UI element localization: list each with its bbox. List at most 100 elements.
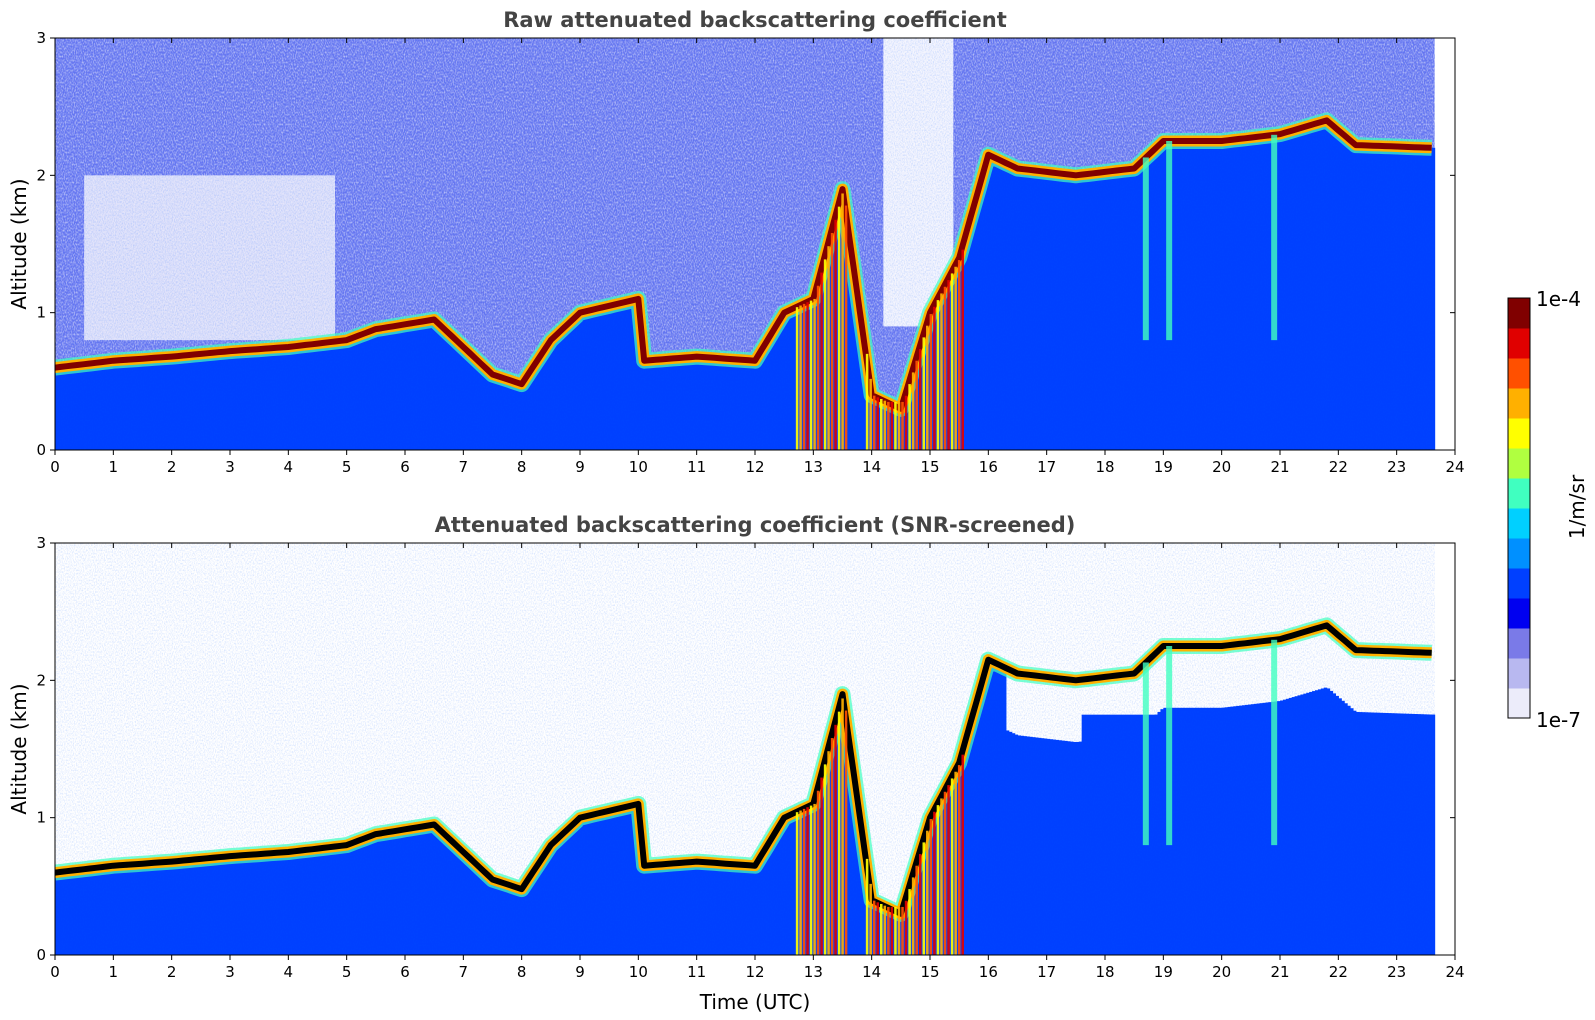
x-tick-label: 20 (1212, 963, 1231, 981)
y-tick-label: 1 (36, 304, 46, 322)
convective-column-cell (876, 902, 879, 955)
x-tick-label: 5 (342, 458, 352, 476)
convective-column-cell (799, 810, 802, 955)
convective-column-cell (950, 273, 954, 450)
convective-column-cell (865, 353, 869, 450)
fall-streak (1142, 662, 1149, 846)
convective-column-cell (827, 751, 830, 955)
convective-column-cell (887, 906, 890, 955)
colorbar-unit-label: 1/m/sr (1565, 474, 1589, 539)
fall-streak (1142, 157, 1149, 341)
x-tick-label: 23 (1387, 963, 1406, 981)
x-tick-label: 24 (1445, 458, 1464, 476)
x-tick-label: 2 (167, 963, 177, 981)
convective-column-cell (936, 805, 940, 955)
convective-column-cell (911, 372, 915, 450)
x-tick-label: 24 (1445, 963, 1464, 981)
convective-column-cell (823, 764, 827, 955)
convective-column-cell (802, 808, 806, 955)
x-tick-label: 12 (745, 963, 764, 981)
y-axis-label-screened: Altitude (km) (7, 683, 31, 814)
x-tick-label: 4 (284, 963, 294, 981)
y-tick-label: 2 (36, 166, 46, 184)
convective-column-cell (940, 798, 943, 955)
colorbar-segment (1508, 448, 1530, 479)
y-tick-label: 2 (36, 671, 46, 689)
x-axis-raw: 0 1 2 3 4 5 6 7 8 9 10 11 12 13 14 15 16 17 18 19 20 21 22 23 24 (50, 38, 1465, 476)
panel-screened-title: Attenuated backscattering coefficient (S… (435, 513, 1076, 537)
convective-column-cell (813, 298, 816, 450)
y-axis-raw: 0 1 2 3 (36, 29, 1455, 459)
x-tick-label: 3 (225, 963, 235, 981)
cloud-layer-core (55, 117, 1432, 412)
x-tick-label: 19 (1154, 963, 1173, 981)
y-tick-label: 3 (36, 534, 46, 552)
x-tick-label: 9 (575, 963, 585, 981)
convective-column-cell (901, 401, 904, 450)
panel-screened: Attenuated backscattering coefficient (S… (7, 513, 1465, 1014)
x-tick-label: 0 (50, 963, 60, 981)
convective-column-cell (957, 260, 961, 450)
x-tick-label: 7 (459, 963, 469, 981)
colorbar-segment (1508, 418, 1530, 449)
convective-column-cell (837, 206, 841, 450)
convective-column-cell (904, 395, 908, 450)
x-tick-label: 2 (167, 458, 177, 476)
x-tick-label: 22 (1329, 458, 1348, 476)
x-tick-label: 13 (804, 458, 823, 476)
convective-column-cell (954, 771, 957, 955)
convective-column-cell (834, 219, 837, 450)
convective-column-cell (876, 397, 879, 450)
convective-column-cell (926, 830, 929, 955)
convective-column-cell (954, 266, 957, 450)
texture-overlay (55, 38, 1435, 450)
texture-overlay (55, 543, 1435, 955)
x-tick-label: 16 (979, 458, 998, 476)
convective-column-cell (890, 401, 894, 450)
x-tick-label: 6 (400, 458, 410, 476)
y-tick-label: 1 (36, 809, 46, 827)
x-axis-label: Time (UTC) (699, 990, 811, 1014)
colorbar-segment (1508, 358, 1530, 389)
convective-column-cell (890, 906, 894, 955)
fall-streak (1166, 646, 1173, 846)
x-tick-label: 13 (804, 963, 823, 981)
convective-column-cell (880, 398, 883, 450)
colorbar: 1e-4 1e-7 1/m/sr (1507, 287, 1589, 732)
x-tick-label: 18 (1095, 458, 1114, 476)
convective-column-cell (806, 807, 809, 955)
convective-column-cell (943, 791, 947, 955)
convective-column-cell (834, 724, 837, 955)
x-tick-label: 14 (862, 458, 881, 476)
colorbar-max-label: 1e-4 (1536, 287, 1581, 311)
convective-column-cell (809, 805, 813, 955)
cloud-layer-core (55, 622, 1432, 917)
x-tick-label: 21 (1270, 458, 1289, 476)
convective-column-cell (883, 905, 887, 955)
x-tick-label: 20 (1212, 458, 1231, 476)
fall-streak (1271, 134, 1278, 341)
x-tick-label: 15 (920, 963, 939, 981)
convective-column-cell (943, 286, 947, 450)
x-tick-label: 18 (1095, 963, 1114, 981)
panel-raw-title: Raw attenuated backscattering coefficien… (503, 8, 1007, 32)
convective-column-cell (904, 900, 908, 955)
x-tick-label: 15 (920, 458, 939, 476)
x-tick-label: 11 (687, 458, 706, 476)
x-tick-label: 3 (225, 458, 235, 476)
x-tick-label: 23 (1387, 458, 1406, 476)
fall-streak (1271, 639, 1278, 846)
convective-column-cell (961, 249, 964, 450)
convective-column-cell (830, 233, 834, 450)
x-axis-screened: 0 1 2 3 4 5 6 7 8 9 10 11 12 13 14 15 16 17 18 19 20 21 22 23 24 (50, 543, 1465, 981)
x-tick-label: 5 (342, 963, 352, 981)
colorbar-segment (1508, 508, 1530, 539)
convective-column-cell (813, 803, 816, 955)
convective-column-cell (806, 302, 809, 450)
colorbar-frame (1507, 297, 1531, 719)
x-tick-label: 4 (284, 458, 294, 476)
colorbar-segment (1508, 538, 1530, 569)
x-tick-label: 14 (862, 963, 881, 981)
convective-column-cell (837, 711, 841, 955)
